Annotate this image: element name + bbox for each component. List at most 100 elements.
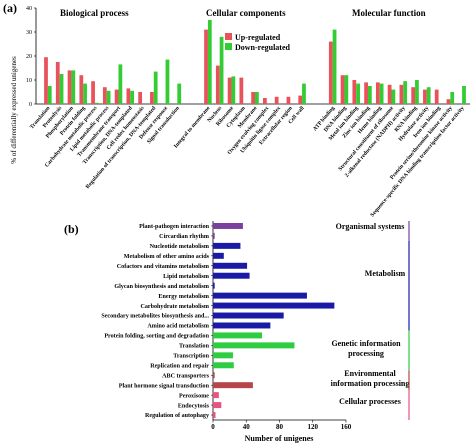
bar-1 <box>213 232 215 239</box>
category-label-10: Amino acid metabolism <box>147 324 209 330</box>
bar-up-23 <box>352 80 357 104</box>
bar-up-12 <box>204 29 208 105</box>
group-label-metabolism: Metabolism <box>365 269 406 278</box>
bar-up-1 <box>55 62 60 104</box>
bar-up-7 <box>126 88 131 104</box>
bar-down-12 <box>207 20 212 104</box>
category-label-8: Carbohydrate metabolism <box>140 304 209 310</box>
category-label-16: Plant hormone signal transduction <box>119 383 210 389</box>
category-label-9: Secondary metabolites biosynthesis and..… <box>101 314 209 320</box>
panel-b-bars <box>213 222 335 419</box>
category-label-18: Endocytosis <box>178 403 210 409</box>
bar-up-14 <box>227 77 232 104</box>
bar-up-26 <box>387 84 392 104</box>
bar-15 <box>213 372 215 379</box>
panel-a-category-labels: TranslationProteolysisPhosphorylationPro… <box>29 105 466 219</box>
panel-b-x-tick-label: 160 <box>341 423 352 431</box>
bar-down-31 <box>450 92 455 104</box>
bar-up-25 <box>375 82 380 104</box>
bar-down-23 <box>356 83 360 104</box>
panel-a: (a) % of differentially expressed unigen… <box>3 1 470 218</box>
panel-a-y-axis-label: % of differentially expressed unigenes <box>10 56 18 164</box>
bar-up-4 <box>91 81 95 104</box>
bar-down-4 <box>94 102 99 104</box>
bar-14 <box>213 362 234 369</box>
legend-label-up: Up-regulated <box>235 33 281 42</box>
bar-up-17 <box>263 98 267 104</box>
bar-down-2 <box>71 70 76 104</box>
group-label-genetic-wrap: Genetic information processing <box>331 339 400 358</box>
category-label-3: Metabolism of other amino acids <box>124 254 210 260</box>
group-label-environmental: Environmental information processing <box>330 369 410 388</box>
bar-18 <box>213 402 222 409</box>
bar-8 <box>213 302 335 309</box>
bar-down-3 <box>83 83 87 104</box>
category-label-7: Energy metabolism <box>158 294 209 300</box>
category-label-13: Transcription <box>173 354 209 360</box>
bar-up-0 <box>44 57 48 104</box>
bar-down-14 <box>231 76 236 104</box>
bar-down-5 <box>106 90 111 104</box>
panel-a-label: (a) <box>3 1 17 15</box>
bar-4 <box>213 262 248 269</box>
bar-down-32 <box>462 86 466 104</box>
bar-up-13 <box>215 65 220 104</box>
bar-17 <box>213 392 219 399</box>
panel-b-x-tick-label: 80 <box>276 423 284 431</box>
bar-up-29 <box>423 89 427 104</box>
bar-down-16 <box>255 92 259 104</box>
panel-b-x-tick-label: 0 <box>211 423 215 431</box>
category-label-11: Protein folding, sorting and degradation <box>104 334 209 340</box>
panel-a-y-tick-label: 40 <box>26 6 32 12</box>
bar-19 <box>213 412 216 419</box>
bar-16 <box>213 382 253 389</box>
bar-3 <box>213 252 224 259</box>
legend-swatch-down <box>225 43 232 50</box>
bar-up-20 <box>298 95 303 104</box>
bar-up-21 <box>328 41 333 104</box>
bar-down-26 <box>391 89 396 104</box>
panel-b-x-tick-label: 40 <box>243 423 251 431</box>
group-label-environmental-wrap: Environmental information processing <box>330 369 410 388</box>
category-label-19: Regulation of autophagy <box>145 413 209 419</box>
bar-down-28 <box>415 80 419 104</box>
bar-down-27 <box>403 81 408 104</box>
bar-down-13 <box>219 36 224 104</box>
header-cellular-components: Cellular components <box>206 8 286 18</box>
panel-a-y-tick-label: 30 <box>26 30 32 36</box>
category-label-14: Replication and repair <box>150 363 209 369</box>
bar-down-11 <box>177 83 182 104</box>
bar-11 <box>213 332 263 339</box>
category-label-15: ABC transporters <box>162 373 210 379</box>
bar-down-25 <box>379 83 384 104</box>
panel-b-category-labels: Plant-pathogen interaction Circardian rhy… <box>101 224 209 419</box>
bar-10 <box>213 322 271 329</box>
bar-up-5 <box>102 87 107 104</box>
panel-a-y-tick-label: 0 <box>29 102 32 108</box>
bar-up-18 <box>274 96 279 104</box>
bar-up-30 <box>434 89 439 104</box>
bar-0 <box>213 222 243 229</box>
bar-6 <box>213 282 215 289</box>
bar-down-7 <box>130 90 135 104</box>
bar-up-9 <box>150 92 154 104</box>
group-label-organismal: Organismal systems <box>336 222 405 231</box>
bar-5 <box>213 272 250 279</box>
bar-down-22 <box>344 75 349 104</box>
bar-7 <box>213 292 307 299</box>
legend-label-down: Down-regulated <box>235 43 291 52</box>
panel-b: (b) 0 40 80 120 160 Plant-pathogen interacti… <box>64 221 410 443</box>
header-molecular-function: Molecular function <box>352 8 426 18</box>
category-label-5: Lipid metabolism <box>163 274 209 280</box>
category-label-0: Plant-pathogen interaction <box>139 224 210 230</box>
bar-up-2 <box>67 70 72 104</box>
panel-a-y-tick-label: 20 <box>26 54 32 60</box>
bar-down-0 <box>47 86 52 104</box>
legend-swatch-up <box>225 33 232 40</box>
group-label-cellular: Cellular processes <box>339 397 401 406</box>
bar-up-22 <box>340 75 345 104</box>
bar-2 <box>213 242 241 249</box>
bar-up-19 <box>286 96 291 104</box>
bar-down-9 <box>153 71 158 104</box>
category-label-12: Integral to membrane <box>173 105 212 149</box>
